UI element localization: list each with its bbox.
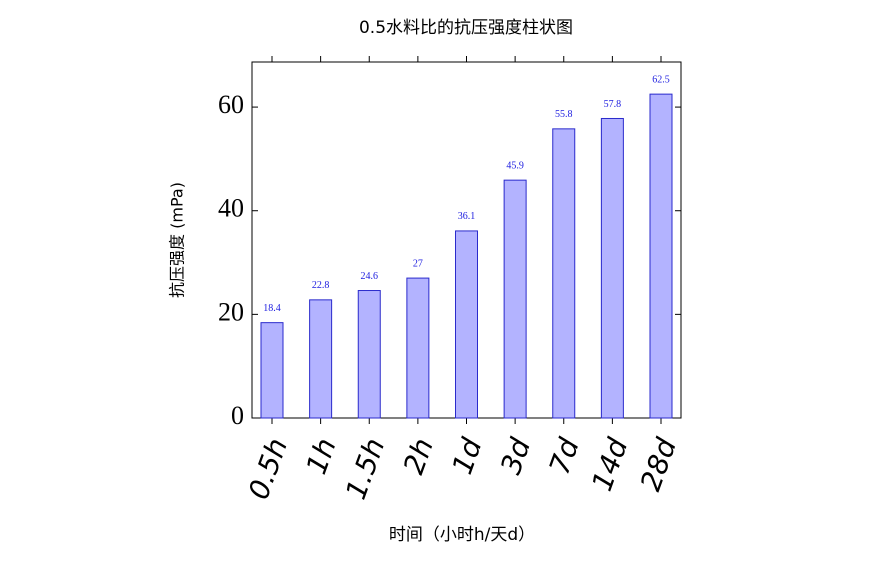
bar — [552, 128, 576, 419]
chart-title: 0.5水料比的抗压强度柱状图 — [359, 18, 573, 38]
value-label: 36.1 — [458, 211, 476, 222]
value-label: 57.8 — [604, 99, 622, 110]
y-tick-label: 20 — [218, 297, 244, 326]
x-tick-label: 1.5h — [339, 434, 391, 504]
y-tick-label: 0 — [231, 401, 244, 430]
x-tick-label: 14d — [585, 434, 634, 496]
y-tick-label: 40 — [218, 194, 244, 223]
value-label: 55.8 — [555, 109, 573, 120]
value-label: 22.8 — [312, 280, 330, 291]
value-label: 45.9 — [506, 160, 524, 171]
x-tick-label: 1h — [300, 434, 343, 479]
y-axis-label: 抗压强度 (mPa) — [168, 182, 187, 298]
x-tick-label: 2h — [397, 434, 440, 479]
bar — [455, 230, 478, 419]
x-tick-label: 1d — [445, 434, 488, 479]
x-tick-label: 3d — [494, 434, 537, 479]
bar — [357, 290, 381, 419]
value-label: 62.5 — [652, 74, 670, 85]
bar — [309, 299, 333, 419]
bar — [406, 277, 430, 419]
bar — [600, 117, 624, 419]
value-label: 18.4 — [263, 303, 281, 314]
value-label: 27 — [413, 258, 423, 269]
bar — [260, 322, 284, 419]
x-tick-label: 0.5h — [242, 434, 294, 504]
x-tick-label: 28d — [634, 434, 683, 496]
bar — [503, 179, 527, 419]
x-axis-label: 时间（小时h/天d） — [389, 525, 535, 545]
value-label: 24.6 — [361, 271, 379, 282]
bar — [649, 93, 673, 419]
x-tick-label: 7d — [543, 434, 586, 479]
y-tick-label: 60 — [218, 90, 244, 119]
